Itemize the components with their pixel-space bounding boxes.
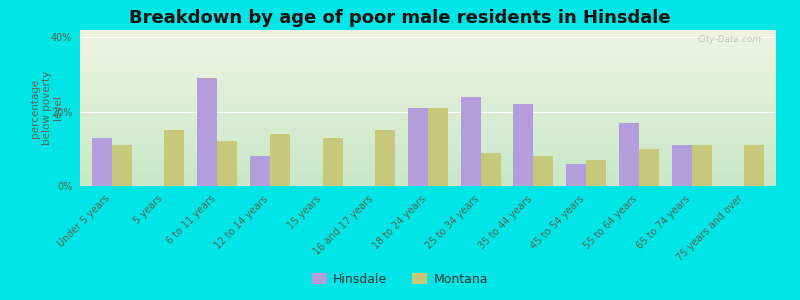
Bar [197, 78, 217, 186]
Bar [744, 145, 765, 186]
Bar [270, 134, 290, 186]
Bar [322, 138, 342, 186]
Bar [534, 156, 554, 186]
Bar [428, 108, 448, 186]
Bar [164, 130, 184, 186]
Bar [586, 160, 606, 186]
Bar [639, 149, 659, 186]
Text: City-Data.com: City-Data.com [698, 35, 762, 44]
Bar [112, 145, 132, 186]
Text: Breakdown by age of poor male residents in Hinsdale: Breakdown by age of poor male residents … [129, 9, 671, 27]
Bar [375, 130, 395, 186]
Bar [217, 141, 237, 186]
Bar [672, 145, 692, 186]
Bar [461, 97, 481, 186]
Bar [692, 145, 712, 186]
Bar [619, 123, 639, 186]
Bar [481, 153, 501, 186]
Legend: Hinsdale, Montana: Hinsdale, Montana [307, 268, 493, 291]
Bar [566, 164, 586, 186]
Bar [92, 138, 112, 186]
Bar [514, 104, 534, 186]
Bar [408, 108, 428, 186]
Y-axis label: percentage
below poverty
level: percentage below poverty level [30, 71, 63, 145]
Bar [250, 156, 270, 186]
